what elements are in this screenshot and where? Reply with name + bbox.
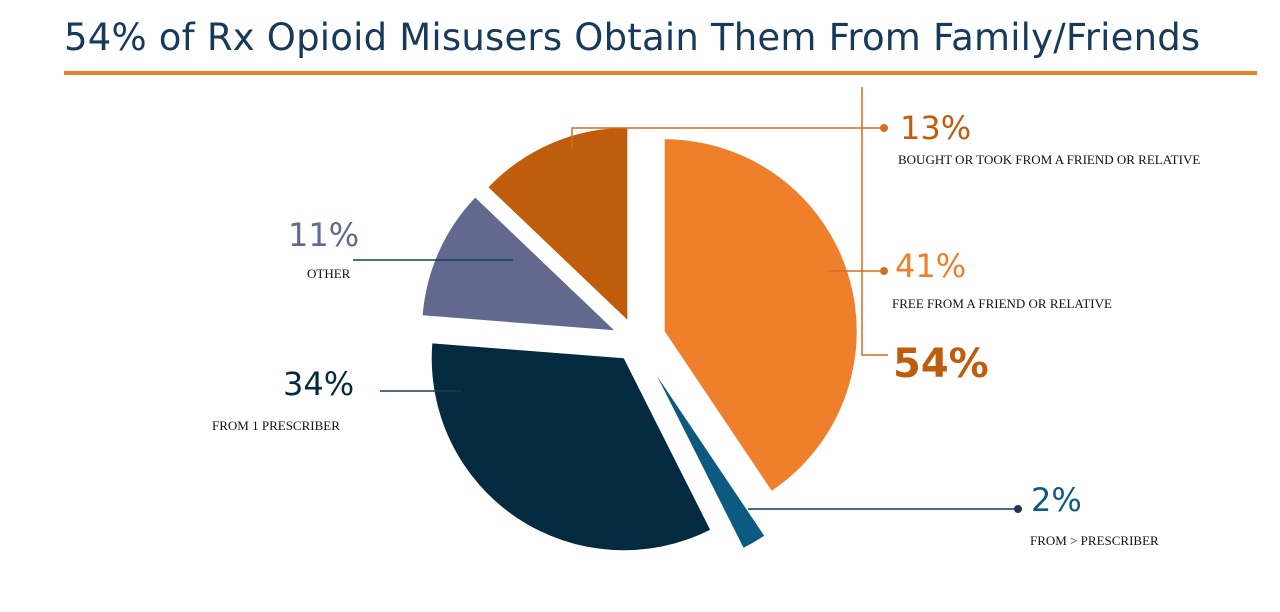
value-label-13: 13% <box>900 109 971 147</box>
connector-13 <box>571 127 884 148</box>
value-label-2: 2% <box>1031 481 1082 519</box>
pie-slice-41 <box>664 139 857 491</box>
value-label-34: 34% <box>283 365 354 403</box>
connector-13-dot <box>880 124 888 132</box>
category-label-other: OTHER <box>307 266 351 281</box>
group-total-label: 54% <box>893 341 989 387</box>
pie-slice-2 <box>657 376 765 548</box>
title-underline <box>64 71 1257 75</box>
pie-slices <box>422 127 857 551</box>
category-label-bought: BOUGHT OR TOOK FROM A FRIEND OR RELATIVE <box>898 152 1200 167</box>
connector-41-dot <box>880 267 888 275</box>
category-label-one-prescriber: FROM 1 PRESCRIBER <box>212 418 340 433</box>
connector-2-dot <box>1014 505 1022 513</box>
value-label-11: 11% <box>288 216 359 254</box>
bracket-54 <box>861 87 888 356</box>
pie-slice-13 <box>488 127 628 320</box>
chart-title: 54% of Rx Opioid Misusers Obtain Them Fr… <box>64 16 1201 59</box>
pie-slice-11 <box>422 197 615 331</box>
value-label-41: 41% <box>895 247 966 285</box>
category-label-more-prescriber: FROM > PRESCRIBER <box>1030 533 1159 548</box>
category-label-free: FREE FROM A FRIEND OR RELATIVE <box>892 296 1112 311</box>
pie-slice-34 <box>431 343 711 551</box>
